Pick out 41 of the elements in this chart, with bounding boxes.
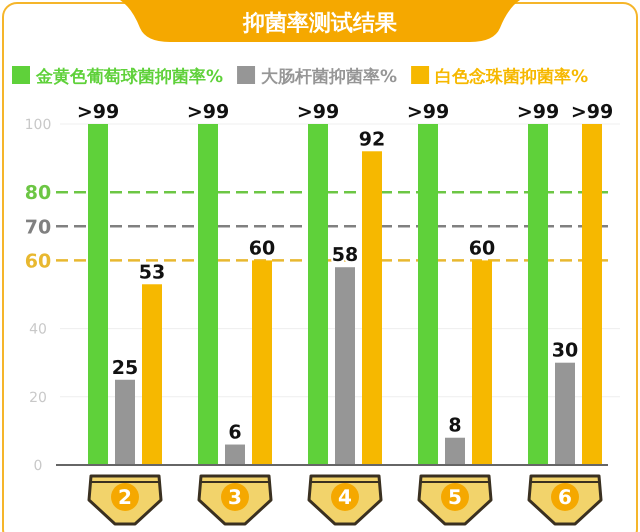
bar [88,124,108,465]
x-tick-label: 3 [228,485,242,509]
bar [362,151,382,465]
bar [528,124,548,465]
bar [555,362,575,465]
data-label: >99 [296,101,340,123]
data-label: 53 [138,261,166,284]
data-label: 25 [112,356,138,379]
x-tick-label: 5 [448,485,462,509]
data-label: >99 [516,101,560,123]
chart-title: 抑菌率测试结果 [242,10,398,36]
x-tick-label: 4 [338,485,352,509]
bar [142,284,162,465]
bar [445,438,465,465]
legend-label: 金黄色葡萄球菌抑菌率% [35,67,224,87]
bar [335,267,355,465]
bar [418,124,438,465]
bar [472,260,492,465]
legend-label: 大肠杆菌抑菌率% [261,67,398,87]
data-label: 60 [468,237,496,260]
bar [198,124,218,465]
data-label: >99 [406,101,450,123]
bar [582,124,602,465]
data-label: >99 [76,101,120,123]
data-label: >99 [186,101,230,123]
x-tick-label: 2 [118,485,132,509]
ref-line-label: 70 [24,216,52,238]
x-tick-label: 6 [558,485,572,509]
data-label: 8 [448,414,462,437]
bar [252,260,272,465]
data-label: 60 [248,237,276,260]
data-label: 92 [358,128,386,150]
bar [115,380,135,465]
data-label: 30 [552,340,578,362]
bar [225,444,245,465]
ref-line-label: 60 [24,250,52,272]
data-label: >99 [570,101,614,123]
bar [308,124,328,465]
ref-line-label: 80 [24,182,52,204]
legend-label: 白色念珠菌抑菌率% [435,67,588,87]
data-label: 6 [228,422,242,444]
